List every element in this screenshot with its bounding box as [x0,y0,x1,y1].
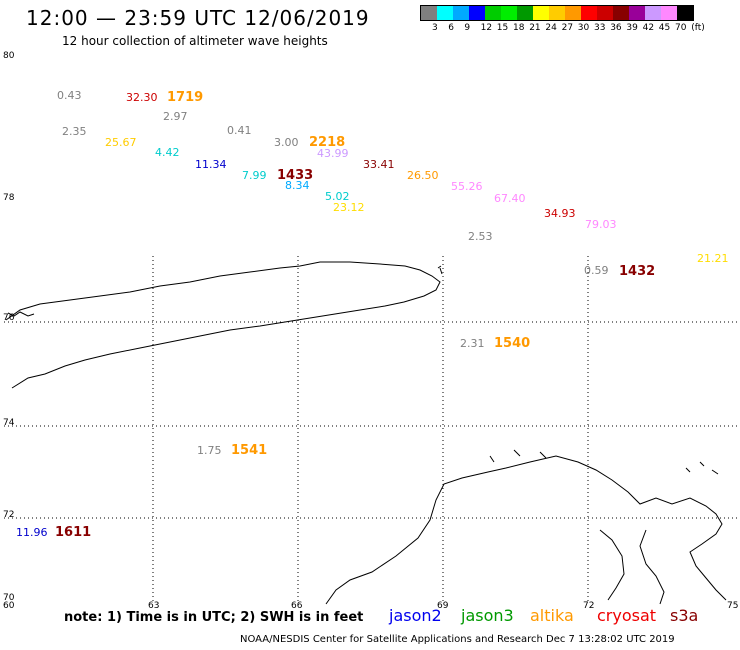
note-text: note: 1) Time is in UTC; 2) SWH is in fe… [64,610,364,625]
wave-height-value: 2.35 [62,125,87,138]
wave-height-value: 5.02 [325,190,350,203]
legend-swatch [485,6,501,20]
wave-height-value: 23.12 [333,201,365,214]
legend-tick-labels: 3 6 9 12 15 18 21 24 27 30 33 36 39 42 45 70 (ft) [420,21,705,35]
observation-time-label: 1540 [494,336,530,351]
legend-tick: 18 [513,23,525,33]
legend-tick: 42 [642,23,655,33]
legend-swatch [597,6,613,20]
legend-tick: 45 [658,23,671,33]
legend-swatch [629,6,645,20]
legend-swatch [437,6,453,20]
legend-tick: 27 [561,23,574,33]
map-subtitle: 12 hour collection of altimeter wave hei… [62,34,328,48]
legend-tick: (ft) [691,23,705,33]
latitude-label: 78 [3,193,15,203]
legend-tick: 6 [448,23,454,33]
satellite-label: jason3 [461,606,514,625]
wave-height-value: 8.34 [285,179,310,192]
wave-height-value: 11.34 [195,158,227,171]
wave-height-value: 2.31 [460,337,485,350]
legend-color-bar [420,5,694,21]
legend-tick: 15 [496,23,509,33]
latitude-label: 80 [3,51,15,61]
satellite-label: s3a [670,606,699,625]
legend-swatch [517,6,533,20]
latitude-label: 72 [3,510,14,520]
legend-tick: 30 [577,23,590,33]
legend-tick: 21 [529,23,541,33]
legend-swatch [469,6,485,20]
legend-swatch [533,6,549,20]
coastline [5,261,727,605]
longitude-label: 75 [727,601,738,611]
wave-height-value: 21.21 [697,252,729,265]
legend-tick: 9 [464,23,471,33]
legend-swatch [677,6,693,20]
wave-height-value: 0.41 [227,124,252,137]
observation-time-label: 1433 [277,168,313,183]
legend-swatch [501,6,517,20]
wave-height-legend: 3 6 9 12 15 18 21 24 27 30 33 36 39 42 45 70 (ft) [420,5,705,35]
wave-height-value: 55.26 [451,180,483,193]
legend-swatch [453,6,469,20]
satellite-label: jason2 [389,606,442,625]
latitude-label: 70 [3,593,15,603]
satellite-label: cryosat [597,606,657,625]
longitude-label: 60 [3,601,15,611]
wave-height-value: 11.96 [16,526,48,539]
legend-tick: 39 [626,23,638,33]
legend-tick: 70 [675,23,687,33]
legend-swatch [565,6,581,20]
footer-credit: NOAA/NESDIS Center for Satellite Applica… [240,634,675,645]
wave-height-observations: 0.43 32.30 1719 2.97 2.35 25.67 4.42 0.41 3.00 22… [16,89,729,540]
legend-tick: 24 [545,23,557,33]
wave-height-value: 7.99 [242,169,267,182]
legend-swatch [421,6,437,20]
wave-height-value: 0.43 [57,89,82,102]
wave-height-value: 3.00 [274,136,299,149]
legend-tick: 33 [594,23,606,33]
map-title: 12:00 — 23:59 UTC 12/06/2019 [26,6,370,30]
wave-height-value: 1.75 [197,444,222,457]
latitude-label: 76 [3,313,15,323]
legend-swatch [645,6,661,20]
map-grid [4,256,740,604]
observation-time-label: 1611 [55,525,91,540]
longitude-labels: 60 63 66 69 72 75 [3,601,738,611]
wave-height-value: 25.67 [105,136,137,149]
legend-swatch [581,6,597,20]
wave-height-value: 34.93 [544,207,576,220]
longitude-label: 63 [148,601,159,611]
wave-height-value: 43.99 [317,147,349,160]
legend-tick: 12 [480,23,493,33]
longitude-label: 69 [437,601,449,611]
legend-swatch [661,6,677,20]
legend-tick: 36 [610,23,622,33]
wave-height-value: 79.03 [585,218,617,231]
wave-height-value: 67.40 [494,192,526,205]
longitude-label: 66 [291,601,303,611]
observation-time-label: 1541 [231,443,267,458]
legend-swatch [613,6,629,20]
wave-height-value: 0.59 [584,264,609,277]
wave-height-value: 2.53 [468,230,493,243]
satellite-label: altika [530,606,574,625]
wave-height-value: 26.50 [407,169,439,182]
longitude-label: 72 [583,601,594,611]
latitude-label: 74 [3,418,15,428]
wave-height-value: 2.97 [163,110,188,123]
wave-height-value: 33.41 [363,158,395,171]
legend-tick: 3 [432,23,438,33]
wave-height-value: 4.42 [155,146,180,159]
latitude-labels: 80 78 76 74 72 70 [3,51,15,603]
observation-time-label: 1719 [167,90,203,105]
observation-time-label: 2218 [309,135,345,150]
wave-height-value: 32.30 [126,91,158,104]
legend-swatch [549,6,565,20]
observation-time-label: 1432 [619,264,655,279]
